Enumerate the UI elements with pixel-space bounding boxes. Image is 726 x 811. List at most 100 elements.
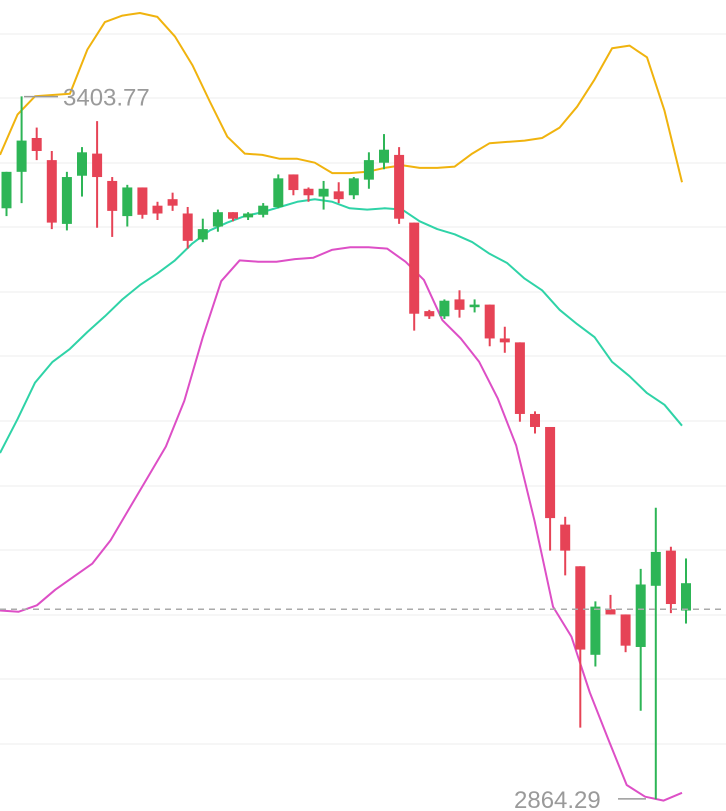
candle-0 (1, 171, 12, 217)
candle-13 (197, 218, 208, 243)
candle-20 (303, 187, 314, 202)
candle-body (665, 550, 676, 605)
candle-body (635, 584, 646, 647)
candle-body (182, 213, 193, 241)
candle-body (499, 338, 510, 343)
candle-23 (348, 177, 359, 200)
candle-39 (590, 601, 601, 667)
candle-34 (514, 342, 525, 422)
candle-11 (167, 192, 178, 211)
candle-21 (318, 180, 329, 210)
candle-3 (46, 151, 57, 230)
candle-body (46, 160, 57, 223)
candle-33 (499, 326, 510, 353)
candle-body (363, 160, 374, 180)
candle-body (394, 154, 405, 219)
candle-8 (122, 184, 133, 227)
candle-body (167, 199, 178, 206)
candle-body (212, 212, 223, 227)
candle-body (545, 426, 556, 519)
candle-26 (394, 147, 405, 224)
candle-body (560, 524, 571, 551)
middle-band-line (0, 198, 683, 454)
candle-30 (454, 290, 465, 318)
candle-31 (469, 299, 480, 313)
candle-43 (650, 507, 661, 800)
candle-body (197, 229, 208, 240)
candle-35 (530, 411, 540, 434)
candle-36 (545, 426, 556, 551)
candle-37 (560, 516, 571, 576)
candle-22 (333, 182, 344, 204)
candle-body (454, 299, 465, 310)
candle-19 (288, 174, 299, 196)
bollinger-bands (0, 12, 683, 802)
candle-45 (681, 558, 691, 624)
candle-body (107, 180, 118, 211)
candle-body (379, 149, 389, 163)
candle-25 (379, 134, 389, 170)
candle-body (137, 187, 148, 215)
candle-15 (228, 212, 238, 222)
candle-14 (212, 209, 223, 232)
candle-18 (273, 174, 284, 209)
candle-24 (363, 152, 374, 189)
grid-lines (0, 33, 726, 745)
candle-7 (107, 177, 118, 237)
candle-body (31, 137, 42, 152)
candle-42 (635, 568, 646, 711)
candle-6 (92, 121, 103, 228)
candle-10 (152, 201, 163, 220)
low-price-label: 2864.29 (514, 787, 601, 811)
lower-band-line (0, 246, 683, 802)
candle-28 (424, 309, 435, 319)
candle-body (1, 171, 12, 209)
candle-27 (409, 222, 420, 331)
candle-body (605, 609, 616, 615)
candle-16 (243, 212, 254, 220)
candle-4 (61, 171, 72, 231)
candle-body (409, 222, 420, 314)
candle-9 (137, 187, 148, 219)
candle-body (303, 188, 314, 196)
candle-body (620, 614, 631, 646)
upper-band-line (0, 12, 683, 183)
candle-1 (16, 96, 27, 204)
candle-body (288, 174, 299, 191)
candle-body (152, 205, 163, 214)
candle-body (424, 311, 435, 317)
candle-body (575, 566, 586, 650)
candle-body (16, 140, 27, 172)
candle-body (530, 413, 540, 427)
candle-body (333, 191, 344, 200)
candle-40 (605, 594, 616, 615)
candle-body (484, 304, 495, 339)
candle-38 (575, 566, 586, 728)
candle-body (650, 551, 661, 586)
candle-2 (31, 127, 42, 161)
candle-body (318, 188, 329, 197)
candle-body (228, 212, 238, 219)
high-price-label: 3403.77 (63, 85, 150, 112)
candle-body (77, 152, 87, 176)
candle-body (681, 583, 691, 611)
candle-body (61, 177, 72, 224)
candle-body (348, 178, 359, 196)
candle-body (122, 187, 133, 217)
candle-44 (665, 546, 676, 614)
candle-body (243, 213, 254, 218)
candle-17 (258, 203, 269, 218)
candle-body (258, 205, 269, 215)
candle-41 (620, 614, 631, 653)
candle-12 (182, 206, 193, 249)
candle-32 (484, 304, 495, 347)
annotations: 3403.77 2864.29 (24, 85, 646, 811)
candle-body (590, 606, 601, 655)
candles (1, 96, 691, 800)
candle-29 (439, 299, 450, 319)
candle-body (514, 342, 525, 414)
candle-body (469, 304, 480, 308)
candle-body (273, 178, 284, 207)
